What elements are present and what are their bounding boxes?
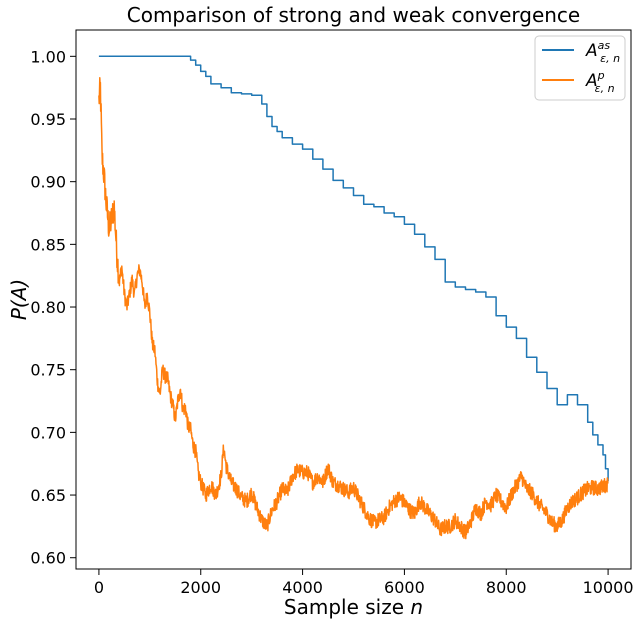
y-tick-label: 0.80 [30,298,66,317]
x-axis: 0 2000 4000 6000 8000 10000 [94,569,634,597]
y-tick-label: 0.65 [30,486,66,505]
legend-label-2: Ap ε, n [585,69,615,95]
y-tick-label: 0.75 [30,361,66,380]
chart-title: Comparison of strong and weak convergenc… [127,3,581,27]
x-tick-label: 8000 [486,578,527,597]
legend-label-1: Aas ε, n [585,39,620,65]
y-axis: 0.60 0.65 0.70 0.75 0.80 0.85 0.90 0.95 1.00 [30,47,76,568]
y-axis-title: P(A) [7,279,31,320]
legend-frame [534,35,626,101]
x-axis-title-text: Sample size [284,595,410,619]
series-line-1 [98,55,609,482]
y-axis-title-text: P(A) [7,279,31,320]
x-tick-label: 6000 [384,578,425,597]
x-axis-title: Sample size n [284,595,423,619]
series-layer [98,55,609,540]
y-tick-label: 0.90 [30,173,66,192]
plot-area [75,29,632,570]
y-tick-label: 1.00 [30,47,66,66]
x-tick-label: 0 [94,578,104,597]
legend: Aas ε, n Ap ε, n [534,35,626,101]
y-tick-label: 0.85 [30,235,66,254]
x-tick-label: 10000 [583,578,634,597]
series-line-2 [98,77,609,540]
x-axis-title-variable: n [410,595,423,619]
y-tick-label: 0.95 [30,110,66,129]
plot-frame [75,29,632,570]
x-tick-label: 4000 [282,578,323,597]
y-tick-label: 0.70 [30,423,66,442]
y-tick-label: 0.60 [30,549,66,568]
x-tick-label: 2000 [180,578,221,597]
